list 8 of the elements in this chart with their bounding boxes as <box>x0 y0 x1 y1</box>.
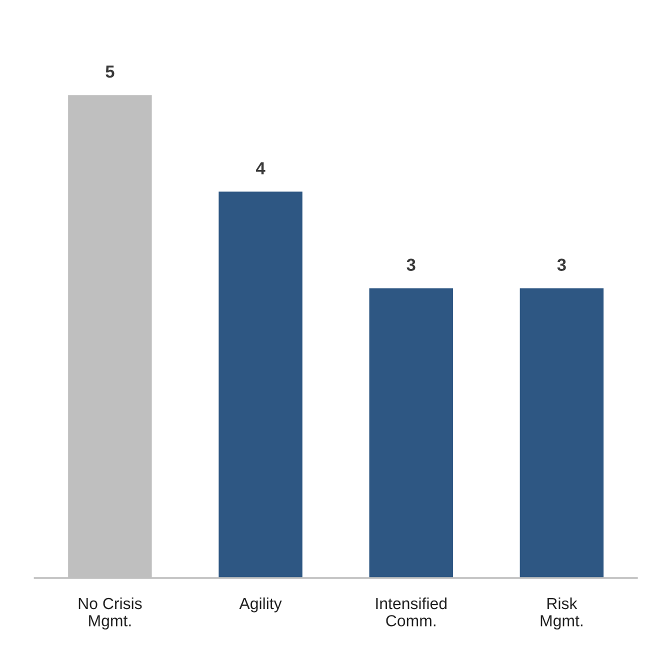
data-label: 3 <box>557 258 566 271</box>
x-tick-label: Agility <box>239 597 282 612</box>
x-tick-label: Risk Mgmt. <box>540 597 582 630</box>
x-tick-label: No Crisis Mgmt. <box>78 597 142 630</box>
data-label: 5 <box>106 66 114 78</box>
data-label: 3 <box>406 258 416 271</box>
data-label: 4 <box>256 162 266 174</box>
x-tick-label: Intensified Comm. <box>376 597 446 626</box>
